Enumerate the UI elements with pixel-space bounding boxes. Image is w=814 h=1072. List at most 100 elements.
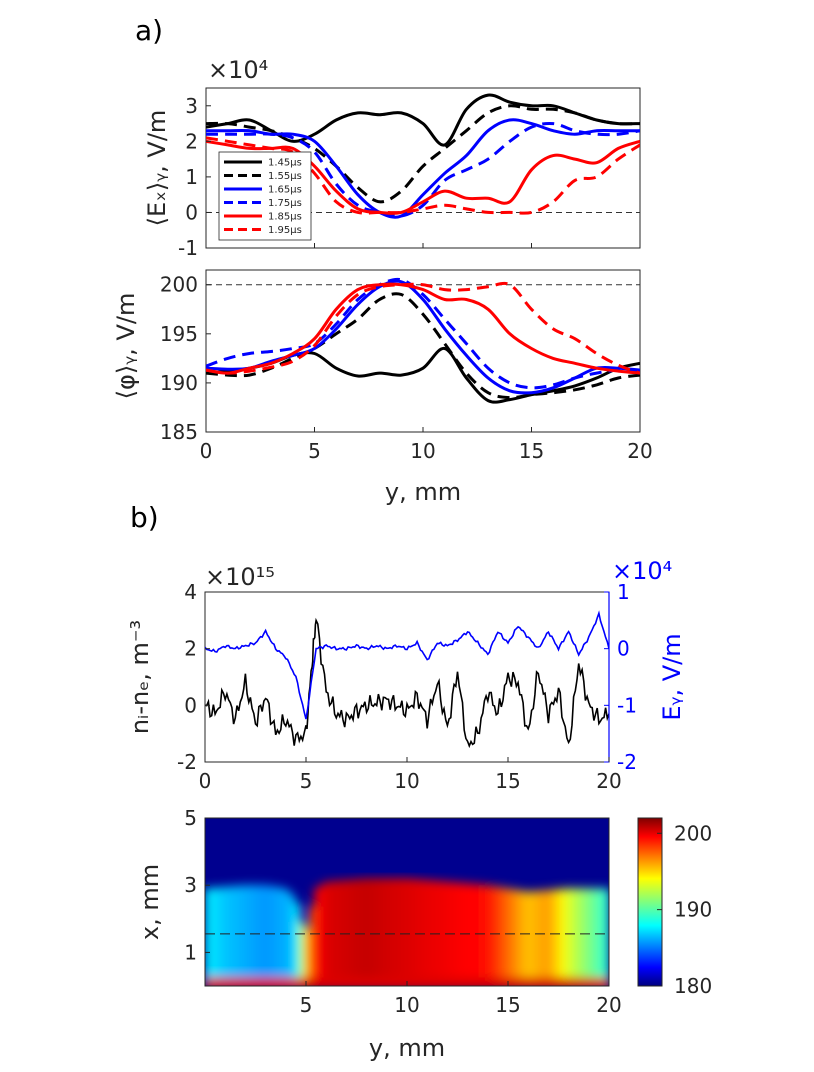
axes-box-b-top (204, 591, 610, 763)
heatmap-cell (438, 881, 445, 986)
series-line-1 (206, 292, 640, 400)
a2-ytick-label-3: 200 (160, 273, 198, 297)
heatmap-cell (558, 889, 565, 986)
x-axis-label-b: y, mm (369, 1034, 445, 1062)
colorbar (637, 817, 663, 987)
heatmap-cell (389, 878, 396, 986)
b2-xtick-label-3: 20 (596, 993, 621, 1017)
heatmap-cell (453, 882, 460, 986)
heatmap-cell (583, 888, 590, 986)
heatmap-cell (404, 878, 410, 986)
a2-xtick-label-4: 20 (627, 439, 652, 463)
b2-ytick-label-0: 1 (184, 940, 197, 964)
b1-right-ytick-label-2: 0 (617, 637, 630, 661)
b1-xtick-label-1: 5 (300, 769, 313, 793)
heatmap-cell (374, 878, 381, 986)
b1-xtick-label-2: 10 (394, 769, 419, 793)
a2-xtick-label-0: 0 (200, 439, 213, 463)
a1-ytick-label-3: 2 (185, 129, 198, 153)
legend-entry-1: 1.55μs (268, 171, 302, 182)
heatmap-cell (553, 889, 560, 986)
b1-right-ytick-label-1: -1 (617, 693, 637, 717)
series-line-1 (206, 104, 640, 204)
heatmap-cell (408, 878, 415, 986)
b1-left-ytick-label-1: 0 (184, 693, 197, 717)
heatmap-cell (319, 884, 326, 986)
heatmap-cell (568, 888, 575, 986)
b2-xtick-label-0: 5 (300, 993, 313, 1017)
heatmap-cell (538, 890, 545, 986)
heatmap-cell (269, 886, 276, 986)
heatmap-cell (528, 891, 535, 986)
heatmap-cell (339, 880, 346, 986)
legend-entry-5: 1.95μs (268, 225, 302, 236)
heatmap-cell (309, 906, 316, 986)
legend-entry-0: 1.45μs (268, 158, 302, 169)
heatmap-cell (239, 885, 246, 986)
heatmap-cell (493, 886, 500, 986)
heatmap-cell (279, 887, 286, 986)
series-line-4 (206, 139, 640, 215)
heatmap-cell (379, 878, 386, 986)
heatmap-cell (384, 878, 391, 986)
heatmap-cell (563, 888, 570, 986)
b2-ytick-label-1: 3 (184, 873, 197, 897)
heatmap-cell (344, 880, 351, 986)
heatmap-cell (588, 888, 595, 986)
heatmap-cell (229, 886, 236, 986)
y-axis-label-b-bottom: x, mm (136, 864, 164, 940)
colorbar-tick-label-2: 200 (674, 821, 712, 845)
b1-right-ytick-label-0: -2 (617, 750, 637, 774)
heatmap-cell (369, 878, 376, 986)
heatmap-cell (304, 929, 311, 986)
series-line-0 (206, 93, 640, 147)
chart-a-top: -1 0 1 2 3 ×10⁴ ⟨Eₓ⟩ᵧ, V/m 1.45μs 1.55μs 1.65μ… (143, 56, 641, 260)
heatmap-cell (468, 883, 475, 986)
heatmap-cell (533, 891, 540, 986)
b2-ytick-label-2: 5 (184, 806, 197, 830)
a1-ytick-label-0: -1 (178, 236, 198, 260)
b1-left-ytick-label-0: -2 (177, 750, 197, 774)
legend-entry-4: 1.85μs (268, 212, 302, 223)
heatmap-cell (458, 883, 465, 986)
legend-entry-3: 1.75μs (268, 198, 302, 209)
heatmap-cell (603, 888, 609, 986)
a2-xtick-label-2: 10 (410, 439, 435, 463)
exponent-label-b-left: ×10¹⁵ (205, 563, 275, 591)
legend-box (218, 151, 312, 241)
a2-ytick-label-2: 195 (160, 322, 198, 346)
x-axis-label-a: y, mm (385, 478, 461, 506)
series-line-3 (206, 121, 640, 218)
heatmap-cell (463, 883, 470, 986)
heatmap-cell (294, 903, 301, 986)
panel-label-b: b) (130, 501, 159, 534)
y-axis-label-b-right: Eᵧ, V/m (658, 633, 686, 720)
heatmap-cell (359, 878, 366, 986)
a2-xtick-label-1: 5 (308, 439, 321, 463)
heatmap-cell (244, 885, 251, 986)
panel-label-a: a) (135, 14, 163, 47)
heatmap-cell (259, 885, 266, 986)
heatmap-cell (209, 887, 216, 986)
a1-ytick-label-4: 3 (185, 94, 198, 118)
exponent-label-b-right: ×10⁴ (612, 557, 672, 585)
heatmap-cell (573, 888, 580, 986)
series-line-density (205, 617, 609, 749)
legend: 1.45μs 1.55μs 1.65μs 1.75μs 1.85μs 1.95μs (218, 151, 312, 241)
heatmap-cell (548, 889, 555, 986)
heatmap-cell (428, 880, 435, 986)
exponent-label-a-top: ×10⁴ (208, 56, 268, 84)
y-axis-label-b-left: nᵢ-nₑ, m⁻³ (126, 620, 154, 734)
heatmap-cell (334, 880, 341, 986)
b1-left-ytick-label-3: 4 (184, 580, 197, 604)
heatmap-cell (523, 891, 530, 986)
heatmap-cell (578, 888, 585, 986)
heatmap-cell (473, 884, 480, 986)
b1-right-ytick-label-3: 1 (617, 580, 630, 604)
heatmap-cell (413, 879, 420, 986)
heatmap-cell (593, 888, 600, 986)
heatmap-cell (284, 890, 291, 986)
chart-b-bottom: 1 3 5 5 10 15 20 x, mm y, mm 180 190 200 (136, 806, 712, 1062)
heatmap-cell (214, 887, 221, 986)
